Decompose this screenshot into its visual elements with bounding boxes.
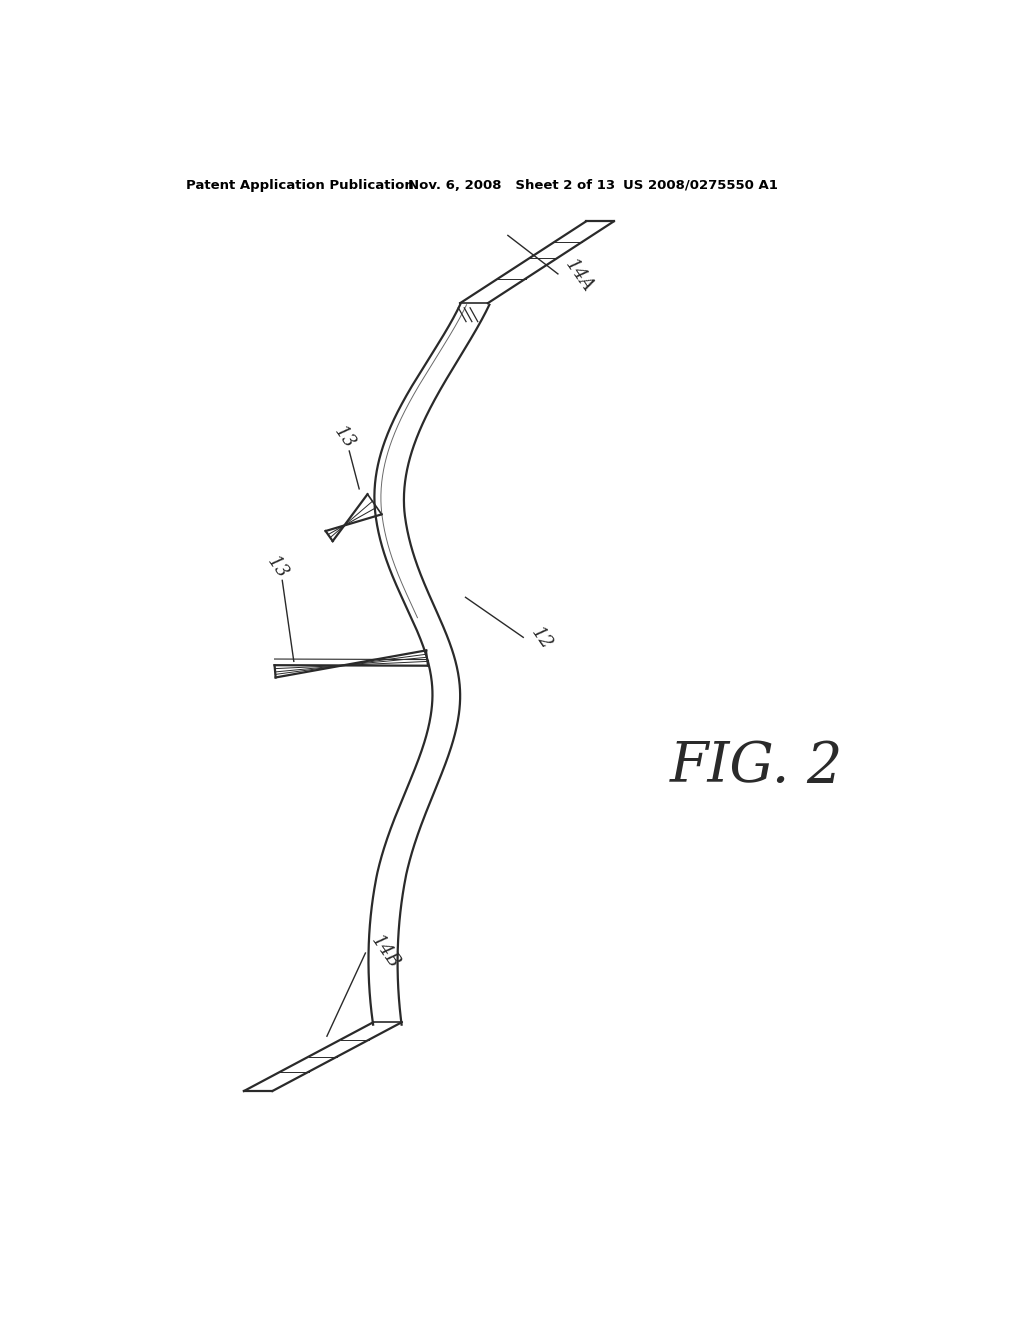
Text: 14B: 14B xyxy=(368,932,403,972)
Text: Patent Application Publication: Patent Application Publication xyxy=(186,178,414,191)
Text: FIG. 2: FIG. 2 xyxy=(670,739,843,795)
Text: 13: 13 xyxy=(331,422,358,451)
Text: Nov. 6, 2008   Sheet 2 of 13: Nov. 6, 2008 Sheet 2 of 13 xyxy=(408,178,614,191)
Text: 12: 12 xyxy=(527,624,555,653)
Text: 14A: 14A xyxy=(562,256,597,296)
Text: US 2008/0275550 A1: US 2008/0275550 A1 xyxy=(624,178,778,191)
Text: 13: 13 xyxy=(263,553,291,582)
